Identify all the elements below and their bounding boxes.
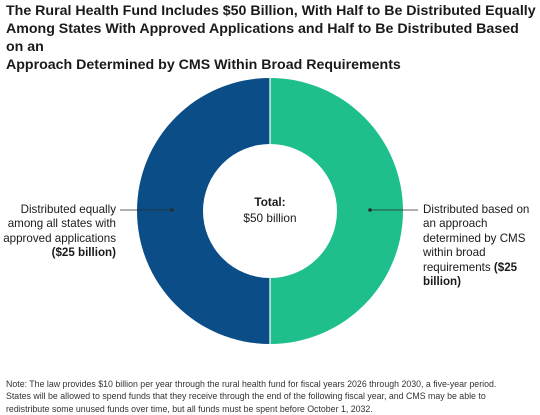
- leader-dot: [368, 208, 372, 212]
- slice-label-line: Distributed based on: [423, 203, 530, 216]
- center-title: Total:: [254, 195, 286, 209]
- slice-label-line: requirements: [423, 260, 491, 274]
- title-line-3: Approach Determined by CMS Within Broad …: [6, 57, 401, 73]
- leader-dot: [170, 208, 174, 212]
- slice-label-line: approved applications: [3, 231, 116, 245]
- chart-title: The Rural Health Fund Includes $50 Billi…: [6, 2, 536, 74]
- slice-value-label: ($25 billion): [423, 260, 518, 289]
- title-line-1: The Rural Health Fund Includes $50 Billi…: [6, 3, 536, 19]
- slice-label-line: determined by CMS: [423, 231, 526, 245]
- slice-label-line: within broad: [423, 246, 486, 260]
- donut-slice-cms-approach: [270, 78, 403, 344]
- title-line-2: Among States With Approved Applications …: [6, 21, 519, 55]
- center-value: $50 billion: [243, 211, 297, 225]
- footnote-line-2: States will be allowed to spend funds th…: [6, 391, 486, 402]
- slice-label-cms-approach: Distributed based on an approach determi…: [423, 203, 535, 289]
- slice-label-line: among all states with: [7, 217, 116, 231]
- slice-label-line: Distributed equally: [20, 203, 116, 216]
- footnote: Note: The law provides $10 billion per y…: [6, 378, 536, 415]
- slice-label-equal-distribution: Distributed equally among all states wit…: [0, 203, 116, 261]
- donut-slice-equal-distribution: [137, 78, 270, 344]
- footnote-line-1: Note: The law provides $10 billion per y…: [6, 379, 497, 389]
- slice-value-label: ($25 billion): [51, 246, 116, 260]
- donut-center-label: Total: $50 billion: [210, 194, 330, 226]
- footnote-line-3: redistribute some unused funds over time…: [6, 403, 373, 414]
- slice-label-line: an approach: [423, 217, 488, 231]
